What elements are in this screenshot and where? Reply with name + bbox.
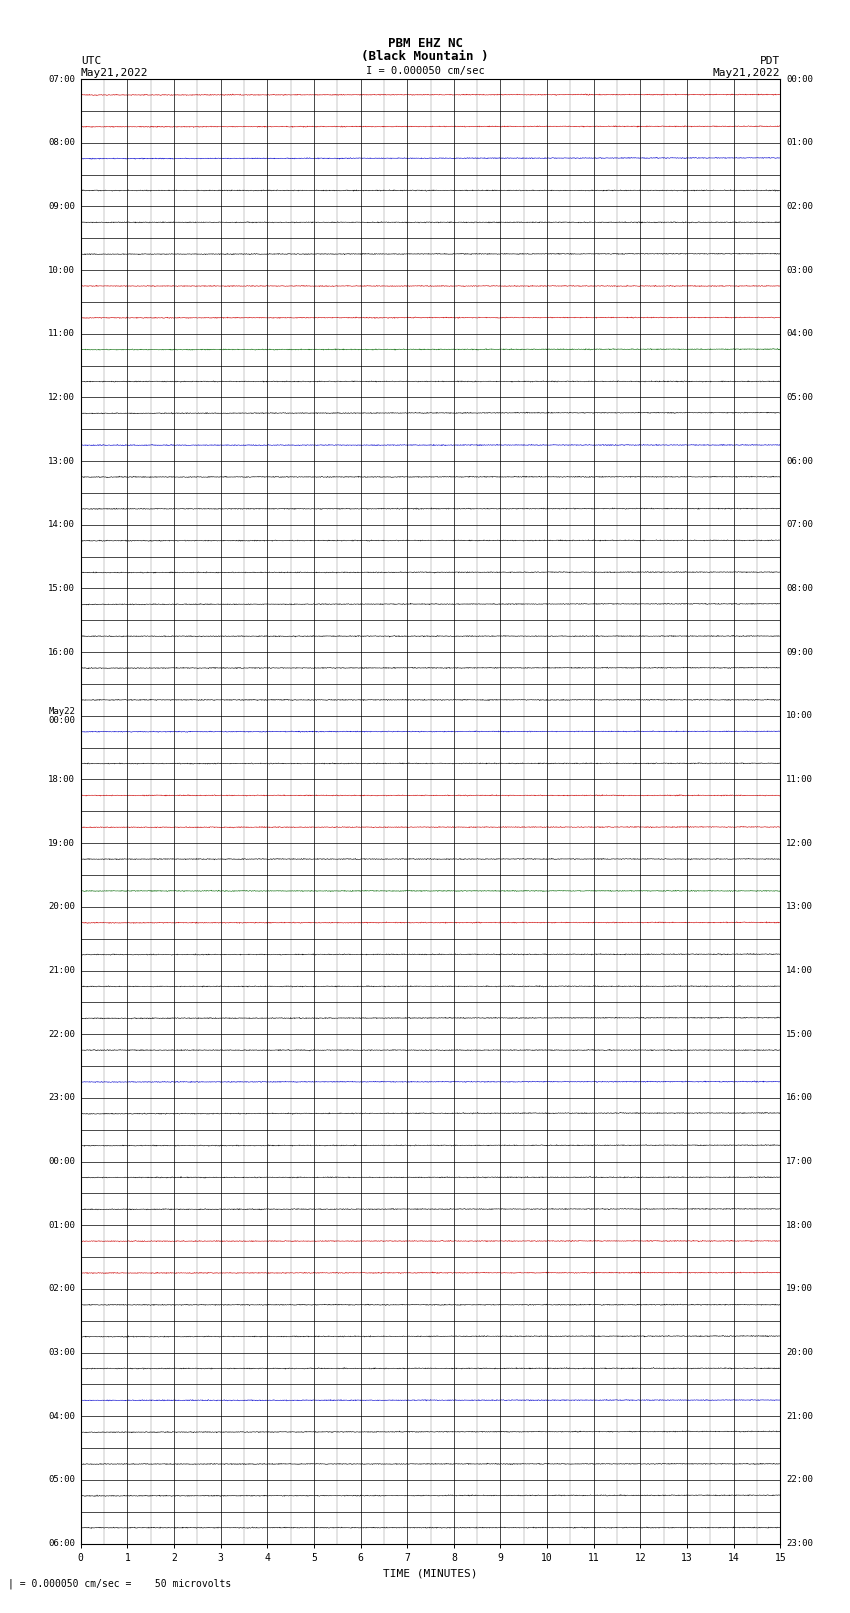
Text: 10:00: 10:00 xyxy=(786,711,813,721)
Text: 15:00: 15:00 xyxy=(786,1029,813,1039)
Text: 17:00: 17:00 xyxy=(786,1157,813,1166)
Text: 21:00: 21:00 xyxy=(48,966,75,974)
Text: | = 0.000050 cm/sec =    50 microvolts: | = 0.000050 cm/sec = 50 microvolts xyxy=(8,1579,232,1589)
Text: I = 0.000050 cm/sec: I = 0.000050 cm/sec xyxy=(366,66,484,76)
Text: (Black Mountain ): (Black Mountain ) xyxy=(361,50,489,63)
Text: 00:00: 00:00 xyxy=(48,716,75,726)
Text: 02:00: 02:00 xyxy=(48,1284,75,1294)
Text: PBM EHZ NC: PBM EHZ NC xyxy=(388,37,462,50)
Text: 14:00: 14:00 xyxy=(786,966,813,974)
Text: 10:00: 10:00 xyxy=(48,266,75,274)
Text: 13:00: 13:00 xyxy=(48,456,75,466)
Text: 18:00: 18:00 xyxy=(48,774,75,784)
Text: 01:00: 01:00 xyxy=(48,1221,75,1229)
Text: 03:00: 03:00 xyxy=(786,266,813,274)
Text: 23:00: 23:00 xyxy=(48,1094,75,1102)
Text: 06:00: 06:00 xyxy=(786,456,813,466)
Text: 08:00: 08:00 xyxy=(786,584,813,594)
Text: 00:00: 00:00 xyxy=(48,1157,75,1166)
Text: 18:00: 18:00 xyxy=(786,1221,813,1229)
Text: 01:00: 01:00 xyxy=(786,139,813,147)
Text: 23:00: 23:00 xyxy=(786,1539,813,1548)
Text: 15:00: 15:00 xyxy=(48,584,75,594)
Text: 22:00: 22:00 xyxy=(48,1029,75,1039)
X-axis label: TIME (MINUTES): TIME (MINUTES) xyxy=(383,1568,478,1578)
Text: 03:00: 03:00 xyxy=(48,1348,75,1357)
Text: 04:00: 04:00 xyxy=(48,1411,75,1421)
Text: 12:00: 12:00 xyxy=(48,394,75,402)
Text: 05:00: 05:00 xyxy=(786,394,813,402)
Text: 02:00: 02:00 xyxy=(786,202,813,211)
Text: UTC: UTC xyxy=(81,56,101,66)
Text: May21,2022: May21,2022 xyxy=(81,68,148,79)
Text: 09:00: 09:00 xyxy=(48,202,75,211)
Text: 04:00: 04:00 xyxy=(786,329,813,339)
Text: 07:00: 07:00 xyxy=(786,521,813,529)
Text: 09:00: 09:00 xyxy=(786,648,813,656)
Text: 12:00: 12:00 xyxy=(786,839,813,848)
Text: 14:00: 14:00 xyxy=(48,521,75,529)
Text: 05:00: 05:00 xyxy=(48,1476,75,1484)
Text: 06:00: 06:00 xyxy=(48,1539,75,1548)
Text: 21:00: 21:00 xyxy=(786,1411,813,1421)
Text: 00:00: 00:00 xyxy=(786,74,813,84)
Text: 16:00: 16:00 xyxy=(786,1094,813,1102)
Text: 11:00: 11:00 xyxy=(48,329,75,339)
Text: 19:00: 19:00 xyxy=(786,1284,813,1294)
Text: PDT: PDT xyxy=(760,56,780,66)
Text: 13:00: 13:00 xyxy=(786,902,813,911)
Text: 19:00: 19:00 xyxy=(48,839,75,848)
Text: May22: May22 xyxy=(48,706,75,716)
Text: 08:00: 08:00 xyxy=(48,139,75,147)
Text: 07:00: 07:00 xyxy=(48,74,75,84)
Text: 16:00: 16:00 xyxy=(48,648,75,656)
Text: 22:00: 22:00 xyxy=(786,1476,813,1484)
Text: May21,2022: May21,2022 xyxy=(713,68,780,79)
Text: 11:00: 11:00 xyxy=(786,774,813,784)
Text: 20:00: 20:00 xyxy=(786,1348,813,1357)
Text: 20:00: 20:00 xyxy=(48,902,75,911)
